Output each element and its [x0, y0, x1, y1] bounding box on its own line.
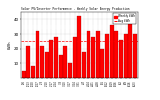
Bar	[36, 31, 40, 78]
Bar	[105, 34, 109, 78]
Bar	[40, 46, 44, 78]
Bar	[45, 52, 49, 78]
Bar	[128, 22, 132, 78]
Bar	[124, 34, 128, 78]
Legend: Weekly kWh, Avg kWh: Weekly kWh, Avg kWh	[113, 13, 136, 24]
Bar	[110, 25, 114, 78]
Text: Solar PV/Inverter Performance - Weekly Solar Energy Production: Solar PV/Inverter Performance - Weekly S…	[21, 7, 129, 11]
Bar	[96, 31, 100, 78]
Bar	[82, 52, 86, 78]
Bar	[31, 66, 35, 78]
Bar	[22, 71, 26, 78]
Bar	[119, 40, 123, 78]
Bar	[91, 37, 95, 78]
Bar	[68, 63, 72, 78]
Bar	[63, 46, 67, 78]
Bar	[87, 31, 90, 78]
Bar	[59, 55, 63, 78]
Bar	[133, 34, 137, 78]
Bar	[26, 46, 30, 78]
Bar	[49, 40, 53, 78]
Bar	[77, 16, 81, 78]
Bar	[100, 49, 104, 78]
Y-axis label: kWh: kWh	[8, 41, 12, 49]
Bar	[54, 37, 58, 78]
Bar	[73, 37, 76, 78]
Bar	[114, 31, 118, 78]
